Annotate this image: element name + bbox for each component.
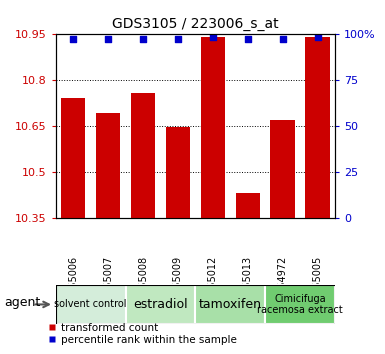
Title: GDS3105 / 223006_s_at: GDS3105 / 223006_s_at (112, 17, 279, 31)
Point (280, 36, 286, 42)
Point (140, 36, 146, 42)
Legend: transformed count, percentile rank within the sample: transformed count, percentile rank withi… (44, 318, 241, 349)
Text: Cimicifuga
racemosa extract: Cimicifuga racemosa extract (257, 293, 343, 315)
Text: GSM155009: GSM155009 (173, 255, 183, 315)
Bar (236, 193, 260, 218)
Text: GSM155013: GSM155013 (243, 255, 253, 315)
Text: GSM155005: GSM155005 (313, 255, 323, 315)
Text: estradiol: estradiol (133, 298, 188, 311)
Point (315, 34, 321, 40)
Bar (131, 93, 155, 218)
Text: agent: agent (4, 296, 40, 309)
Text: GSM155008: GSM155008 (138, 255, 148, 315)
Text: solvent control: solvent control (54, 299, 127, 309)
Bar (56, 285, 126, 324)
Bar (270, 120, 295, 218)
Bar (265, 285, 335, 324)
Bar (201, 37, 225, 218)
Point (175, 36, 181, 42)
Bar (61, 98, 85, 218)
Text: tamoxifen: tamoxifen (199, 298, 262, 311)
Point (210, 34, 216, 40)
Text: GSM155012: GSM155012 (208, 255, 218, 315)
Bar (305, 37, 330, 218)
Point (105, 36, 111, 42)
Bar (166, 127, 190, 218)
Text: GSM154972: GSM154972 (278, 255, 288, 315)
Text: GSM155006: GSM155006 (68, 255, 78, 315)
Bar (96, 113, 121, 218)
Point (244, 36, 251, 42)
Bar (126, 285, 195, 324)
Point (70, 36, 76, 42)
Bar (195, 285, 265, 324)
Text: GSM155007: GSM155007 (103, 255, 113, 315)
